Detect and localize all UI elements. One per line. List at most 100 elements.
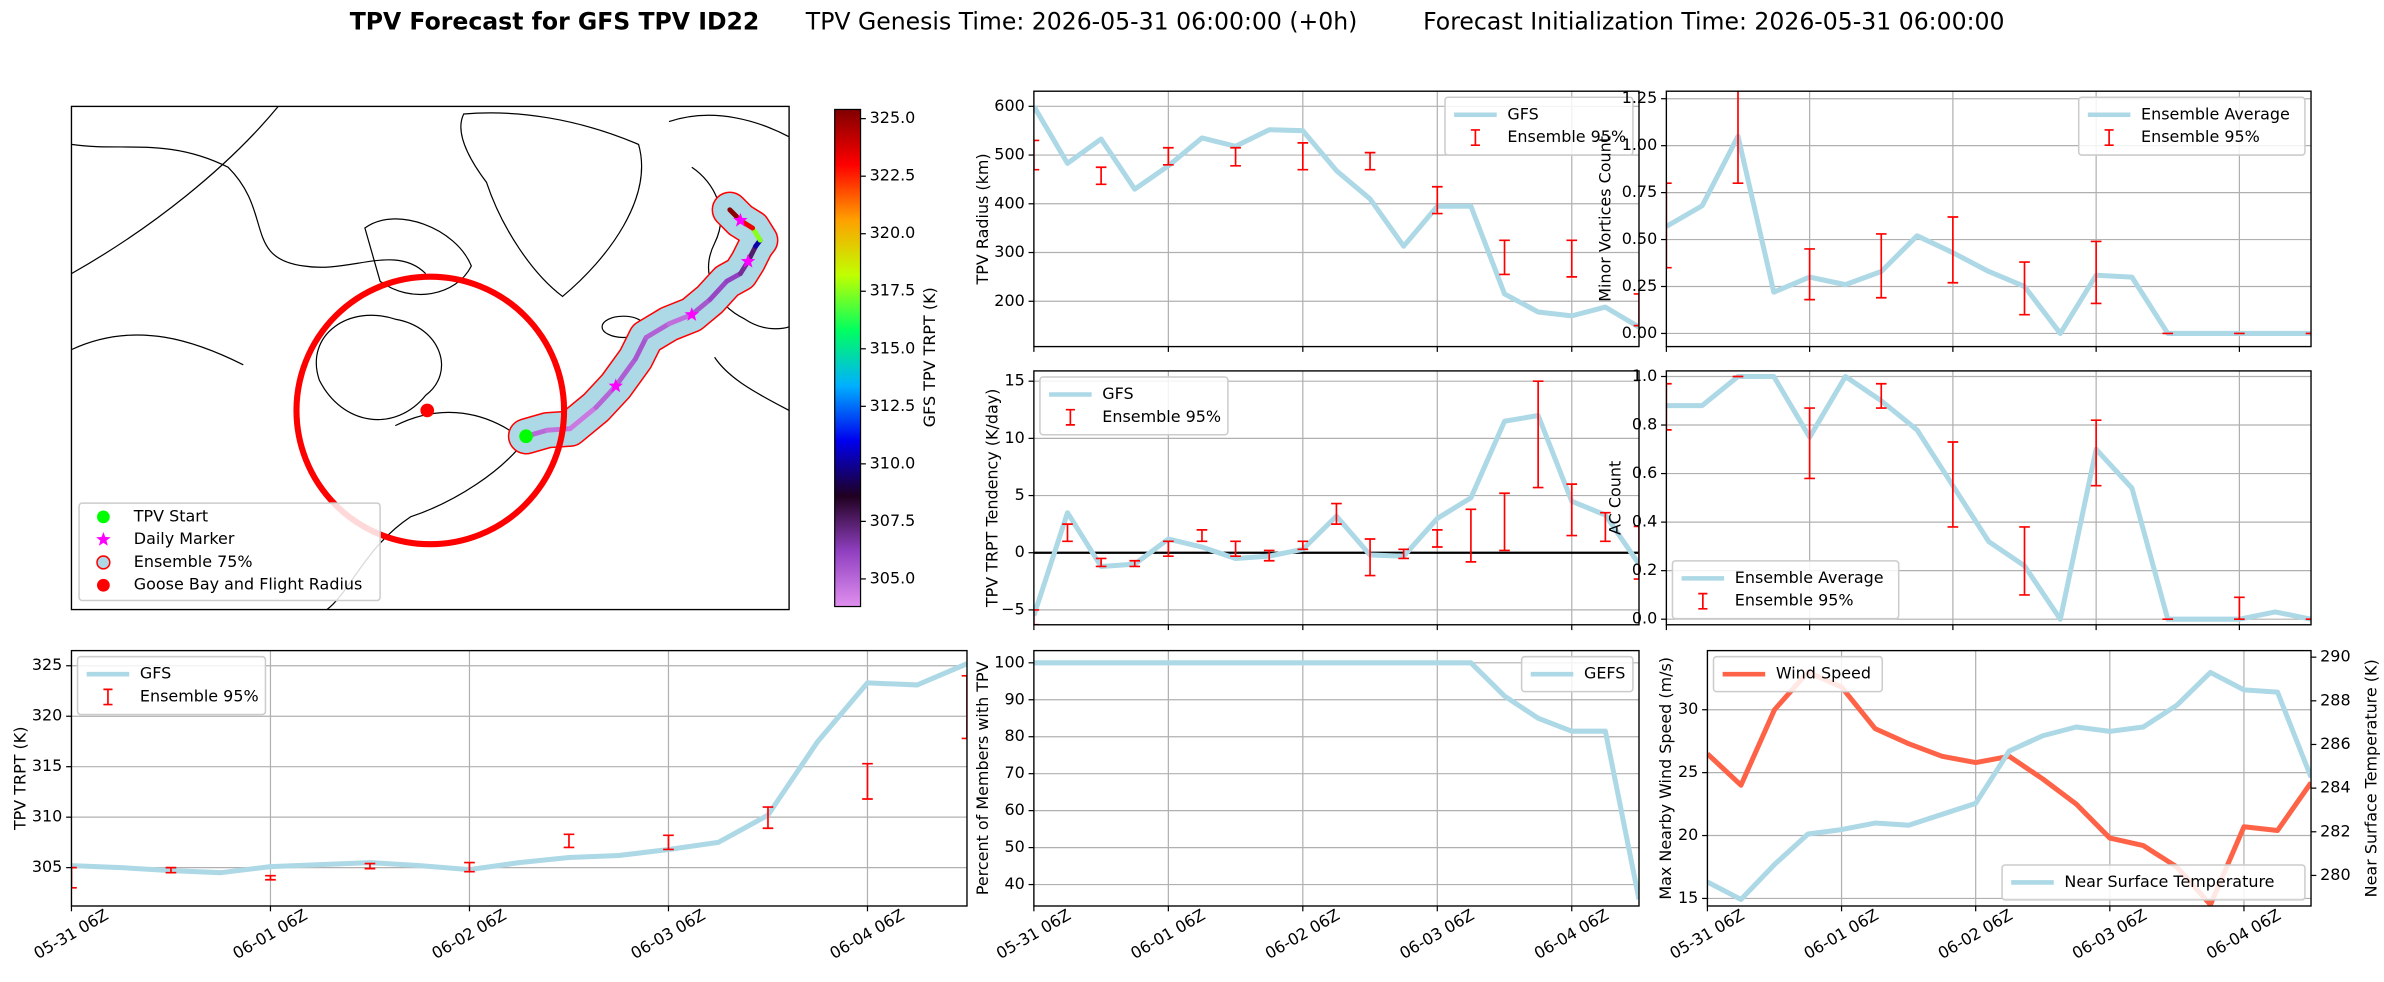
- colorbar-tick-label: 305.0: [870, 568, 916, 587]
- error-bar: [2234, 596, 2245, 621]
- error-bar: [364, 862, 376, 870]
- y-tick-label: 310: [32, 807, 62, 826]
- colorbar-tick-label: 317.5: [870, 281, 916, 300]
- colorbar-tick-label: 307.5: [870, 511, 916, 530]
- legend-box: [1712, 655, 1884, 693]
- y-tick-label: 70: [1004, 763, 1024, 782]
- y-tick-label: 90: [1004, 689, 1024, 708]
- y2-tick-label: 290: [2320, 647, 2350, 666]
- y-tick-label: 50: [1004, 837, 1024, 856]
- error-bar: [1875, 382, 1887, 409]
- y-tick-label: 400: [994, 193, 1024, 212]
- error-bar: [1297, 142, 1309, 171]
- y-tick-label: 15: [1678, 888, 1698, 907]
- y-axis-label: TPV Radius (km): [973, 153, 992, 285]
- y-tick-label: 0.00: [1622, 323, 1658, 342]
- y-tick-label: 500: [994, 145, 1024, 164]
- y2-axis-label: Near Surface Temperature (K): [2361, 659, 2380, 897]
- line-series: [1666, 133, 2312, 336]
- colorbar-tick-label: 310.0: [870, 453, 916, 472]
- plot-frame: [1665, 90, 2312, 348]
- legend-symbol: [103, 688, 113, 706]
- y-tick-label: 315: [32, 756, 62, 775]
- y-tick-label: 0.2: [1632, 560, 1657, 579]
- error-bar: [2090, 419, 2102, 487]
- track-segment: [727, 207, 739, 219]
- track-segment: [643, 321, 672, 340]
- y2-tick-label: 280: [2320, 865, 2350, 884]
- legend-symbol: [96, 555, 111, 570]
- flight-radius: [293, 273, 568, 548]
- legend-box: [78, 502, 381, 602]
- goose-bay: [420, 403, 435, 418]
- error-bar: [1566, 239, 1578, 278]
- y2-tick-label: 286: [2320, 734, 2350, 753]
- y-axis-label: Max Nearby Wind Speed (m/s): [1656, 657, 1675, 900]
- error-bar: [1129, 559, 1141, 568]
- error-bar: [1566, 483, 1578, 537]
- plot-area: [71, 650, 967, 906]
- error-bar: [1095, 557, 1107, 568]
- figure-subtitle: TPV Genesis Time: 2026-05-31 06:00:00 (+…: [805, 7, 1358, 35]
- legend-label: Ensemble Average: [2141, 104, 2290, 123]
- y-tick-label: 0.4: [1632, 512, 1657, 531]
- legend-label: Ensemble 95%: [1735, 591, 1854, 610]
- figure-subtitle: Forecast Initialization Time: 2026-05-31…: [1423, 7, 2004, 35]
- coastline: [364, 218, 472, 296]
- y-tick-label: 15: [1004, 371, 1024, 390]
- track-segment: [633, 335, 649, 362]
- legend-label: GEFS: [1584, 664, 1625, 683]
- legend-symbol: [1065, 408, 1075, 426]
- error-bar: [2019, 526, 2030, 596]
- error-bar: [1633, 293, 1639, 327]
- legend-label: GFS: [1102, 384, 1133, 403]
- legend-label: GFS: [1507, 104, 1538, 123]
- legend-box: [2001, 864, 2306, 901]
- plot-frame: [1706, 649, 2312, 907]
- y-tick-label: 5: [1015, 485, 1025, 504]
- track-segment: [544, 426, 573, 433]
- error-bar: [1633, 525, 1639, 580]
- legend-symbol: [97, 578, 110, 592]
- error-bar: [1331, 502, 1342, 525]
- y-tick-label: 40: [1004, 874, 1024, 893]
- y2-tick-label: 284: [2320, 778, 2350, 797]
- error-bar: [1398, 548, 1409, 560]
- plot-frame: [1033, 649, 1640, 907]
- error-bar: [1875, 233, 1887, 299]
- y-tick-label: 300: [994, 242, 1024, 261]
- y-tick-label: 60: [1004, 800, 1024, 819]
- colorbar-tick-label: 325.0: [870, 108, 916, 127]
- error-bar: [1732, 91, 1744, 185]
- legend-label: Ensemble 95%: [1102, 407, 1221, 426]
- legend-label: Ensemble 75%: [134, 552, 253, 571]
- error-bar: [1062, 523, 1073, 543]
- plot-area: [1033, 650, 1639, 906]
- colorbar-label: GFS TPV TRPT (K): [920, 287, 939, 427]
- coastline: [460, 112, 643, 298]
- y-tick-label: 0: [1015, 542, 1025, 561]
- coastline: [315, 314, 443, 421]
- plot-frame: [1665, 370, 2312, 626]
- error-bar: [1431, 185, 1443, 215]
- y-axis-label: TPV TRPT Tendency (K/day): [983, 389, 1002, 609]
- colorbar-tick-label: 320.0: [870, 223, 916, 242]
- legend-label: Wind Speed: [1776, 664, 1871, 683]
- legend-box: [2077, 96, 2306, 156]
- legend-label: Daily Marker: [134, 529, 235, 548]
- daily-marker: [684, 307, 700, 321]
- y-tick-label: 325: [32, 655, 62, 674]
- colorbar-tick-label: 322.5: [870, 166, 916, 185]
- track-segment: [613, 356, 638, 389]
- daily-marker: [733, 212, 748, 227]
- error-bar: [1163, 540, 1174, 557]
- plot-frame: [70, 649, 968, 907]
- figure-title: TPV Forecast for GFS TPV ID22: [350, 7, 760, 35]
- legend-symbol: [97, 510, 110, 524]
- y-tick-label: 80: [1004, 726, 1024, 745]
- daily-marker: [608, 378, 623, 393]
- y-tick-label: 1.0: [1632, 366, 1657, 385]
- y2-tick-label: 288: [2320, 690, 2350, 709]
- y-tick-label: 0.25: [1622, 276, 1658, 295]
